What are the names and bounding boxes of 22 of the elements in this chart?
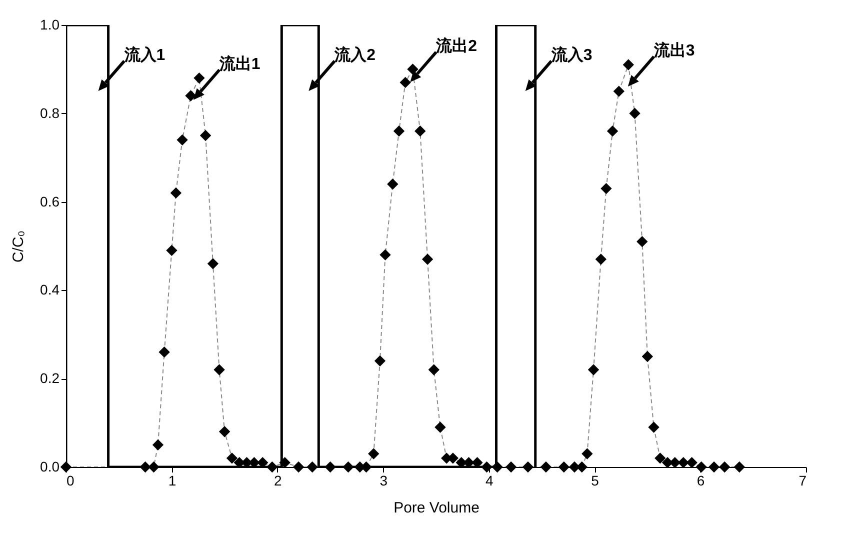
y-tick-label: 0.6 [40,193,60,210]
annotation: 流入2 [334,44,376,64]
x-tick-label: 6 [696,472,705,488]
x-axis-title: Pore Volume [394,500,480,516]
y-tick-label: 0.8 [40,104,60,121]
y-tick-label: 0.0 [40,458,60,474]
x-tick-label: 2 [274,472,282,488]
y-axis-title: C/C₀ [10,230,28,263]
x-tick-label: 1 [168,472,176,488]
y-tick-label: 0.4 [40,282,60,298]
annotation: 流入3 [550,44,592,64]
x-tick-label: 5 [591,472,600,488]
x-tick-label: 0 [66,472,74,488]
x-tick-label: 7 [798,472,807,488]
annotation: 流出2 [435,36,478,56]
x-tick-label: 4 [485,472,494,488]
annotation: 流入1 [123,44,166,64]
y-tick-label: 1.0 [40,16,60,32]
x-tick-label: 3 [380,472,388,488]
annotation: 流出1 [218,54,260,73]
annotation: 流出3 [652,40,695,60]
y-tick-label: 0.2 [40,370,60,386]
